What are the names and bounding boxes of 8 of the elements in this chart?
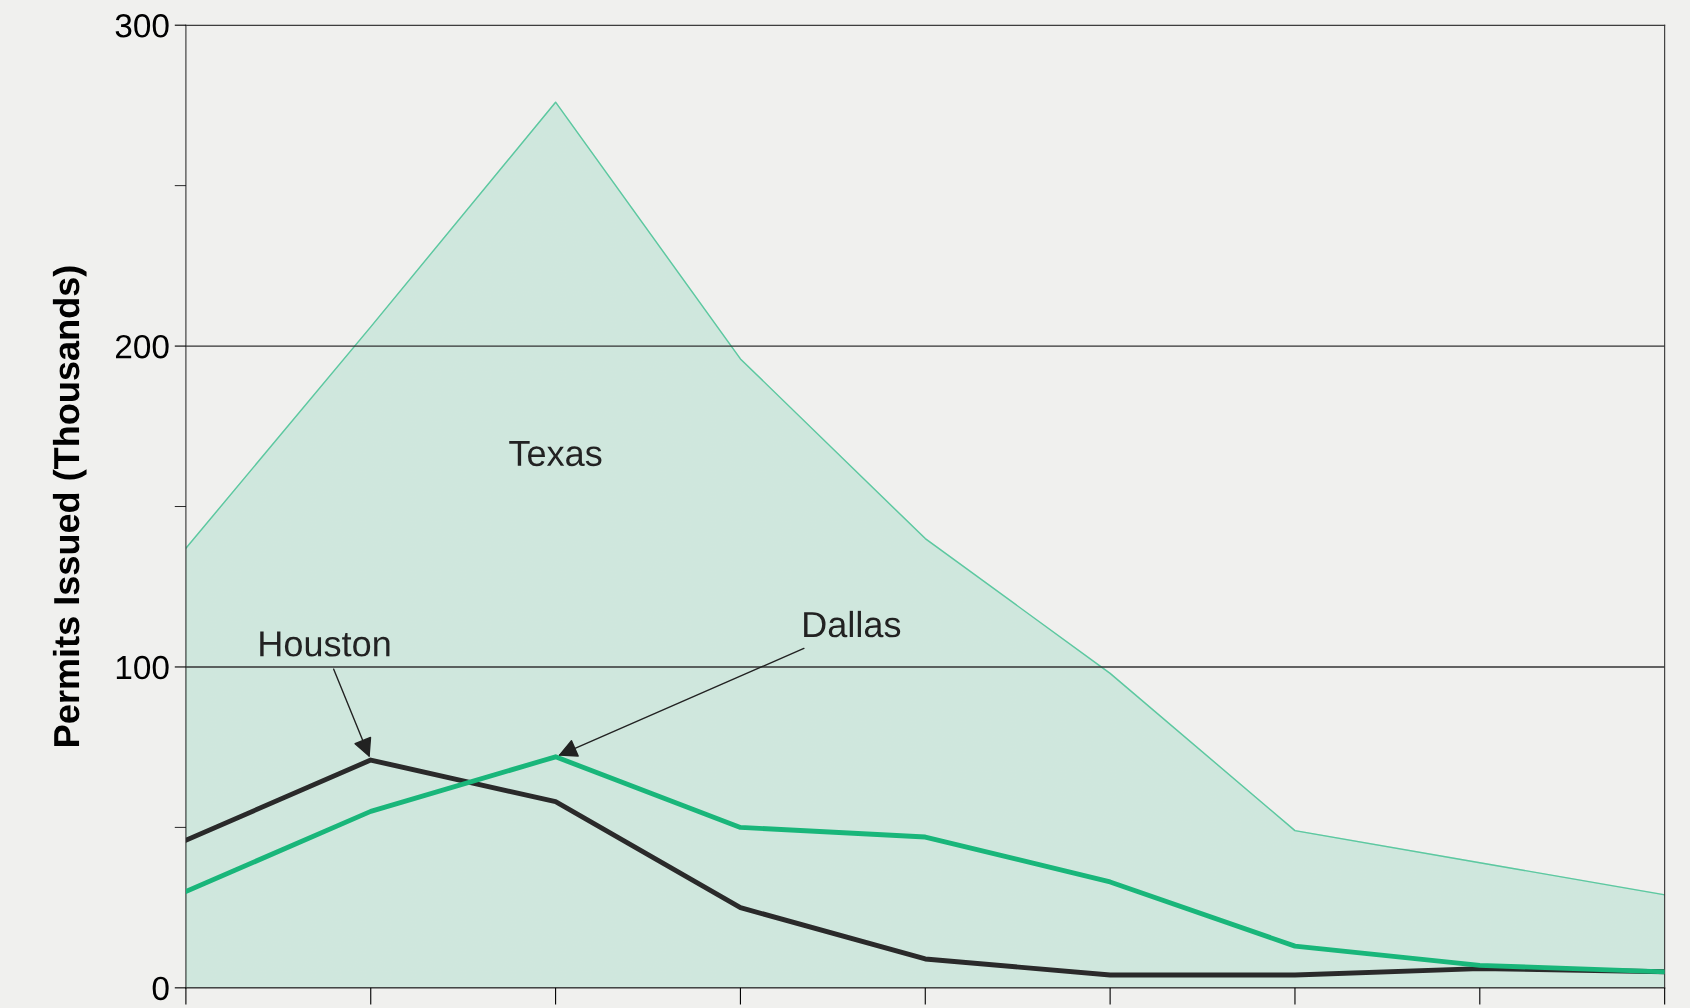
y-axis-title: Permits Issued (Thousands) bbox=[52, 266, 87, 746]
text: Houston bbox=[260, 631, 390, 657]
y-tick-label: 100 bbox=[116, 655, 169, 680]
y-tick-label: 0 bbox=[152, 976, 169, 1001]
y-tick-label: 300 bbox=[115, 14, 169, 38]
text: Dallas bbox=[804, 610, 901, 638]
series-label: Texas bbox=[509, 440, 602, 467]
y-tick-label: 200 bbox=[116, 334, 169, 359]
